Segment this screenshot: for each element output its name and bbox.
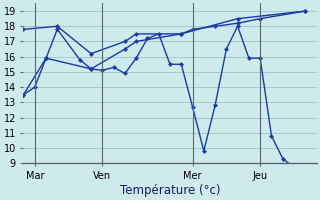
X-axis label: Température (°c): Température (°c) [120, 184, 220, 197]
